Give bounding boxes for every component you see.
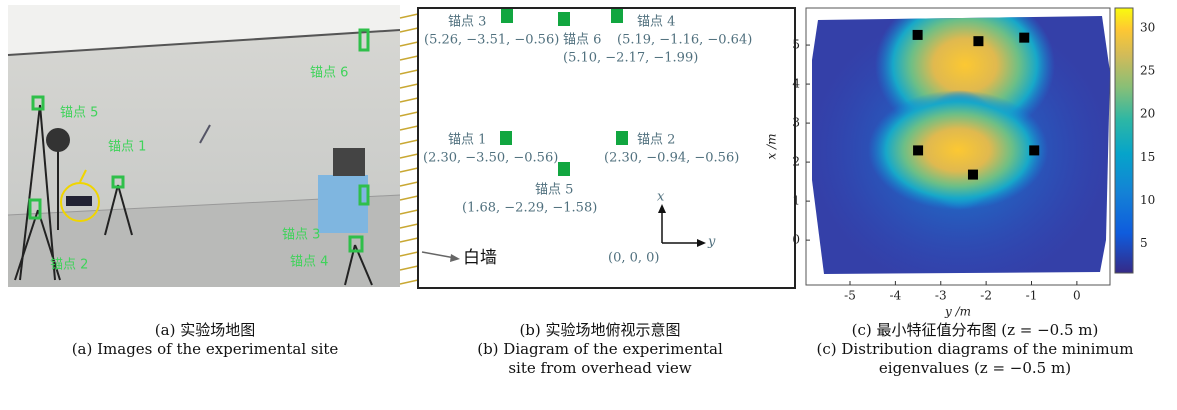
wall-hatch	[400, 168, 418, 172]
anchor-coord: (5.19, −1.16, −0.64)	[617, 33, 752, 48]
x-tick-label: -2	[980, 289, 992, 303]
anchor-point	[1029, 145, 1039, 155]
colorbar-tick-label: 5	[1140, 236, 1148, 250]
y-axis-label: x /m	[765, 133, 779, 159]
wall-hatch	[400, 210, 418, 214]
x-axis-label: y /m	[944, 305, 971, 319]
x-tick-label: -3	[935, 289, 947, 303]
axis-x: x	[657, 190, 665, 205]
caption-en: (b) Diagram of the experimental	[477, 340, 723, 358]
anchor-coord: (2.30, −0.94, −0.56)	[604, 151, 739, 166]
anchor-name: 锚点 4	[637, 15, 675, 30]
anchor-name: 锚点 3	[448, 15, 486, 30]
wall-hatch	[400, 182, 418, 186]
caption-zh: (b) 实验场地俯视示意图	[519, 321, 680, 339]
wall-hatch	[400, 224, 418, 228]
y-tick-label: 1	[792, 194, 800, 208]
diagram: 锚点 3 (5.26, −3.51, −0.56) 锚点 6 (5.10, −2…	[400, 8, 795, 288]
anchor-point	[968, 170, 978, 180]
photo-label: 锚点 4	[290, 255, 328, 270]
anchor-name: 锚点 1	[448, 133, 486, 148]
photo-label: 锚点 2	[50, 258, 88, 273]
anchor-coord: (2.30, −3.50, −0.56)	[423, 151, 558, 166]
caption-en: site from overhead view	[508, 359, 691, 377]
anchor-point	[973, 36, 983, 46]
y-tick-label: 3	[792, 116, 800, 130]
x-tick-label: -1	[1026, 289, 1038, 303]
photo-label: 锚点 1	[108, 140, 146, 155]
photo-label: 锚点 6	[310, 66, 348, 81]
wall-hatch	[400, 196, 418, 200]
anchor-point	[913, 145, 923, 155]
wall-hatch	[400, 266, 418, 270]
wall-hatch	[400, 70, 418, 74]
x-tick-label: 0	[1073, 289, 1081, 303]
anchor-name: 锚点 6	[563, 33, 601, 48]
anchor-point	[1019, 33, 1029, 43]
anchor-name: 锚点 5	[535, 183, 573, 198]
wall-hatch	[400, 84, 418, 88]
colorbar-tick-label: 25	[1140, 64, 1155, 78]
caption-en: eigenvalues (z = −0.5 m)	[879, 359, 1071, 377]
wall-hatch	[400, 238, 418, 242]
wall-hatch	[400, 28, 418, 32]
caption-en: (a) Images of the experimental site	[72, 340, 339, 358]
anchor-point	[913, 30, 923, 40]
photo-label: 锚点 3	[282, 228, 320, 243]
caption-zh: (c) 最小特征值分布图 (z = −0.5 m)	[852, 321, 1099, 339]
anchor-name: 锚点 2	[637, 133, 675, 148]
caption-en: (c) Distribution diagrams of the minimum	[817, 340, 1134, 358]
wall-hatch	[400, 154, 418, 158]
wall-label: 白墙	[463, 248, 497, 268]
wall-hatch	[400, 280, 418, 284]
figure: 锚点 5 锚点 1 锚点 6 锚点 2 锚点 3 锚点 4 锚点 3 (5.26…	[0, 0, 1177, 406]
x-tick-label: -4	[890, 289, 902, 303]
heatmap: -5 -4 -3 -2 -1 0 0 1 2 3 4 5 5 10 15 20 25 30 y /m x /m	[765, 0, 1156, 319]
wall-hatch	[400, 14, 418, 18]
axis-y: y	[707, 235, 716, 250]
x-tick-label: -5	[844, 289, 856, 303]
colorbar-tick-label: 15	[1140, 150, 1155, 164]
caption-zh: (a) 实验场地图	[155, 321, 255, 339]
anchor-coord: (1.68, −2.29, −1.58)	[462, 201, 597, 216]
y-tick-label: 5	[792, 38, 800, 52]
anchor-coord: (5.26, −3.51, −0.56)	[424, 33, 559, 48]
colorbar-tick-label: 20	[1140, 107, 1155, 121]
y-tick-label: 2	[792, 155, 800, 169]
wall-hatch	[400, 42, 418, 46]
wall-hatch	[400, 56, 418, 60]
wall-hatch	[400, 98, 418, 102]
anchor-coord: (5.10, −2.17, −1.99)	[563, 51, 698, 66]
colorbar-tick-label: 30	[1140, 20, 1155, 34]
colorbar-tick-label: 10	[1140, 193, 1155, 207]
wall-hatch	[400, 112, 418, 116]
wall-hatch	[400, 126, 418, 130]
wall-hatch	[400, 140, 418, 144]
origin: (0, 0, 0)	[608, 251, 660, 266]
y-tick-label: 4	[792, 77, 800, 91]
y-tick-label: 0	[792, 233, 800, 247]
photo: 锚点 5 锚点 1 锚点 6 锚点 2 锚点 3 锚点 4	[8, 5, 400, 287]
photo-label: 锚点 5	[60, 106, 98, 121]
wall-hatch	[400, 252, 418, 256]
